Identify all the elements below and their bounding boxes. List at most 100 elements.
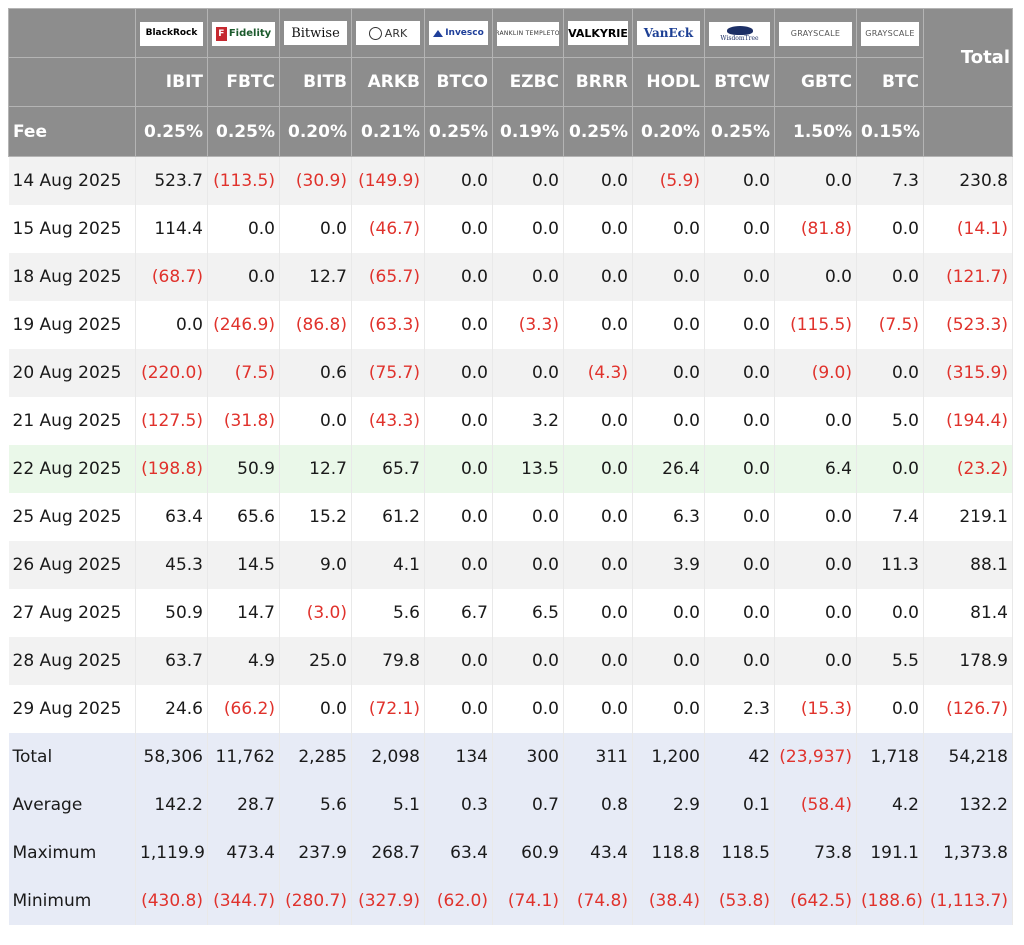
cell-btco: 0.0 bbox=[424, 685, 493, 733]
cell-btcw: 42 bbox=[704, 733, 775, 781]
cell-btcw: 0.0 bbox=[704, 397, 775, 445]
fee-fbtc-cell: 0.25% bbox=[207, 106, 280, 157]
cell-hodl: 3.9 bbox=[632, 541, 705, 589]
cell-gbtc: 6.4 bbox=[774, 445, 857, 493]
cell-ibit: (430.8) bbox=[135, 877, 208, 925]
cell-fbtc: (31.8) bbox=[207, 397, 280, 445]
issuer-logo-row: BlackRock F Fidelity Bitwise ARK Invesco … bbox=[8, 8, 1013, 107]
cell-ezbc: 300 bbox=[492, 733, 564, 781]
cell-bitb: 0.0 bbox=[279, 205, 352, 253]
cell-btcw: 0.0 bbox=[704, 349, 775, 397]
bitwise-logo: Bitwise bbox=[284, 21, 347, 45]
cell-ezbc: 0.0 bbox=[492, 685, 564, 733]
cell-gbtc: 0.0 bbox=[774, 589, 857, 637]
cell-btco: 0.0 bbox=[424, 349, 493, 397]
cell-bitb: (280.7) bbox=[279, 877, 352, 925]
cell-total: 132.2 bbox=[923, 781, 1013, 829]
cell-fbtc: (113.5) bbox=[207, 156, 280, 205]
cell-btco: 0.3 bbox=[424, 781, 493, 829]
ticker-btcw-header: BTCW bbox=[704, 57, 775, 107]
flow-row: 27 Aug 2025 50.9 14.7 (3.0) 5.6 6.7 6.5 0.0 0.0 0… bbox=[8, 589, 1013, 637]
cell-brrr: (4.3) bbox=[563, 349, 633, 397]
row-label: Maximum bbox=[8, 829, 136, 877]
row-label: 25 Aug 2025 bbox=[8, 493, 136, 541]
cell-fbtc: 11,762 bbox=[207, 733, 280, 781]
total-column-header: Total bbox=[923, 8, 1013, 107]
ark-ring-icon bbox=[368, 26, 382, 40]
cell-btcw: 0.0 bbox=[704, 637, 775, 685]
cell-hodl: 1,200 bbox=[632, 733, 705, 781]
cell-bitb: (86.8) bbox=[279, 301, 352, 349]
row-label: Minimum bbox=[8, 877, 136, 925]
blackrock-logo: BlackRock bbox=[140, 21, 203, 46]
cell-fbtc: (246.9) bbox=[207, 301, 280, 349]
cell-ezbc: (3.3) bbox=[492, 301, 564, 349]
cell-ibit: 45.3 bbox=[135, 541, 208, 589]
cell-ezbc: 6.5 bbox=[492, 589, 564, 637]
cell-arkb: 61.2 bbox=[351, 493, 425, 541]
ticker-gbtc-header: GBTC bbox=[774, 57, 857, 107]
cell-hodl: (5.9) bbox=[632, 156, 705, 205]
cell-btcw: 0.0 bbox=[704, 253, 775, 301]
fee-brrr-cell: 0.25% bbox=[563, 106, 633, 157]
cell-total: 219.1 bbox=[923, 493, 1013, 541]
cell-bitb: 0.6 bbox=[279, 349, 352, 397]
cell-btc: 0.0 bbox=[856, 349, 924, 397]
cell-total: (23.2) bbox=[923, 445, 1013, 493]
cell-btcw: 0.0 bbox=[704, 445, 775, 493]
cell-arkb: (75.7) bbox=[351, 349, 425, 397]
cell-hodl: 0.0 bbox=[632, 637, 705, 685]
ticker-bitb-header: BITB bbox=[279, 57, 352, 107]
cell-total: 81.4 bbox=[923, 589, 1013, 637]
grayscale-mini-logo: GRAYSCALE bbox=[860, 21, 920, 46]
cell-total: (315.9) bbox=[923, 349, 1013, 397]
logo-valkyrie-cell: VALKYRIE bbox=[563, 8, 633, 58]
ticker-btc-header: BTC bbox=[856, 57, 924, 107]
cell-hodl: 2.9 bbox=[632, 781, 705, 829]
cell-ibit: (68.7) bbox=[135, 253, 208, 301]
ticker-ezbc-header: EZBC bbox=[492, 57, 564, 107]
cell-arkb: (63.3) bbox=[351, 301, 425, 349]
row-label: 26 Aug 2025 bbox=[8, 541, 136, 589]
cell-arkb: 4.1 bbox=[351, 541, 425, 589]
cell-btco: 0.0 bbox=[424, 301, 493, 349]
cell-btcw: 0.0 bbox=[704, 205, 775, 253]
cell-bitb: 5.6 bbox=[279, 781, 352, 829]
cell-hodl: 118.8 bbox=[632, 829, 705, 877]
cell-brrr: 0.0 bbox=[563, 637, 633, 685]
fee-hodl-cell: 0.20% bbox=[632, 106, 705, 157]
cell-gbtc: (9.0) bbox=[774, 349, 857, 397]
cell-arkb: (43.3) bbox=[351, 397, 425, 445]
cell-gbtc: (15.3) bbox=[774, 685, 857, 733]
logo-invesco-cell: Invesco bbox=[424, 8, 493, 58]
cell-hodl: 6.3 bbox=[632, 493, 705, 541]
ticker-hodl-header: HODL bbox=[632, 57, 705, 107]
cell-brrr: 0.0 bbox=[563, 205, 633, 253]
cell-btc: (7.5) bbox=[856, 301, 924, 349]
wisdomtree-logo: WisdomTree bbox=[708, 22, 771, 46]
row-label: 27 Aug 2025 bbox=[8, 589, 136, 637]
cell-ibit: 50.9 bbox=[135, 589, 208, 637]
cell-total: (126.7) bbox=[923, 685, 1013, 733]
cell-btco: 0.0 bbox=[424, 445, 493, 493]
cell-brrr: 0.0 bbox=[563, 301, 633, 349]
flow-row: 28 Aug 2025 63.7 4.9 25.0 79.8 0.0 0.0 0.0 0.0 0.… bbox=[8, 637, 1013, 685]
cell-ezbc: 60.9 bbox=[492, 829, 564, 877]
fee-btc-cell: 0.15% bbox=[856, 106, 924, 157]
ticker-btco-header: BTCO bbox=[424, 57, 493, 107]
summary-row-total: Total 58,306 11,762 2,285 2,098 134 300 311 1,20… bbox=[8, 733, 1013, 781]
cell-btc: 5.5 bbox=[856, 637, 924, 685]
logo-grayscale-gbtc-cell: GRAYSCALE bbox=[774, 8, 857, 58]
corner-cell bbox=[8, 8, 136, 58]
row-label: 28 Aug 2025 bbox=[8, 637, 136, 685]
cell-hodl: 0.0 bbox=[632, 397, 705, 445]
summary-row-minimum: Minimum (430.8) (344.7) (280.7) (327.9) (62.0… bbox=[8, 877, 1013, 925]
cell-btc: 0.0 bbox=[856, 589, 924, 637]
ark-logo: ARK bbox=[356, 21, 420, 45]
row-label: 20 Aug 2025 bbox=[8, 349, 136, 397]
grayscale-logo: GRAYSCALE bbox=[779, 21, 852, 46]
cell-brrr: 0.0 bbox=[563, 397, 633, 445]
cell-bitb: 0.0 bbox=[279, 397, 352, 445]
cell-btco: 0.0 bbox=[424, 156, 493, 205]
logo-grayscale-btc-cell: GRAYSCALE bbox=[856, 8, 924, 58]
